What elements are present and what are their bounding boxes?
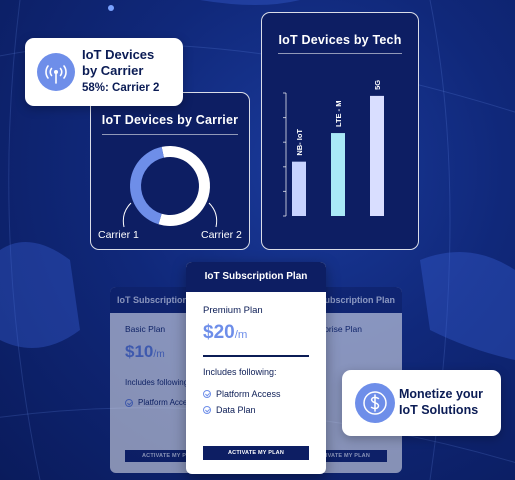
carrier-pill-title-line2: by Carrier <box>82 63 144 78</box>
premium-plan-header: IoT Subscription Plan <box>186 262 326 292</box>
right-plan-name: Enterprise Plan <box>312 324 362 334</box>
premium-feature-1: Platform Access <box>203 389 281 399</box>
donut-slice-carrier-1 <box>130 146 164 225</box>
leader-line-carrier-2 <box>208 202 218 228</box>
basic-plan-price: $10/m <box>125 342 165 361</box>
dollar-icon <box>355 383 395 423</box>
tech-card-divider <box>278 53 402 54</box>
carrier-card-title: IoT Devices by Carrier <box>101 113 239 127</box>
monetize-line1: Monetize your <box>399 387 484 401</box>
donut-label-carrier-1: Carrier 1 <box>98 229 139 241</box>
tech-bar-chart: NB- IoT LTE - M 5G <box>283 80 384 217</box>
tech-card-title: IoT Devices by Tech <box>278 33 402 47</box>
basic-plan-feature: Platform Access <box>125 398 195 407</box>
carrier-pill-stat: 58%: Carrier 2 <box>82 82 160 94</box>
basic-plan-name: Basic Plan <box>125 324 166 334</box>
premium-plan-card: IoT Subscription Plan Premium Plan $20/m… <box>186 262 326 474</box>
carrier-stat-pill: IoT Devices by Carrier 58%: Carrier 2 <box>25 38 183 106</box>
bar-lte-m <box>331 133 345 216</box>
premium-plan-name: Premium Plan <box>203 305 263 316</box>
carrier-pill-title-line1: IoT Devices <box>82 47 155 62</box>
bar-label: 5G <box>373 80 382 90</box>
check-icon <box>125 398 133 407</box>
premium-feature-2: Data Plan <box>203 405 256 415</box>
basic-plan-includes: Includes following: <box>125 378 191 387</box>
premium-activate-button[interactable]: ACTIVATE MY PLAN <box>203 446 309 460</box>
donut-label-carrier-2: Carrier 2 <box>201 229 242 241</box>
bar-label: NB- IoT <box>295 129 304 156</box>
leader-line-carrier-1 <box>122 202 132 228</box>
bar-nb-iot <box>292 161 306 216</box>
check-icon <box>203 390 211 398</box>
carrier-chart-card: IoT Devices by Carrier Carrier 1 Carrier… <box>90 92 250 250</box>
carrier-card-divider <box>102 134 238 135</box>
bar-5g <box>370 95 384 216</box>
antenna-icon <box>37 53 75 91</box>
premium-plan-price: $20/m <box>203 322 248 343</box>
monetize-line2: IoT Solutions <box>399 403 479 417</box>
bar-label: LTE - M <box>334 101 343 128</box>
check-icon <box>203 406 211 414</box>
right-activate-button[interactable]: ACTIVATE MY PLAN <box>312 450 387 462</box>
right-plan-header: IoT Subscription Plan <box>312 287 402 313</box>
carrier-donut-chart <box>122 146 218 228</box>
premium-plan-includes: Includes following: <box>203 367 277 377</box>
premium-plan-divider <box>203 355 309 357</box>
monetize-pill: Monetize your IoT Solutions <box>342 370 501 436</box>
tech-chart-card: IoT Devices by Tech NB- IoT LTE - M 5G <box>261 12 419 250</box>
donut-slice-carrier-2 <box>158 146 210 226</box>
